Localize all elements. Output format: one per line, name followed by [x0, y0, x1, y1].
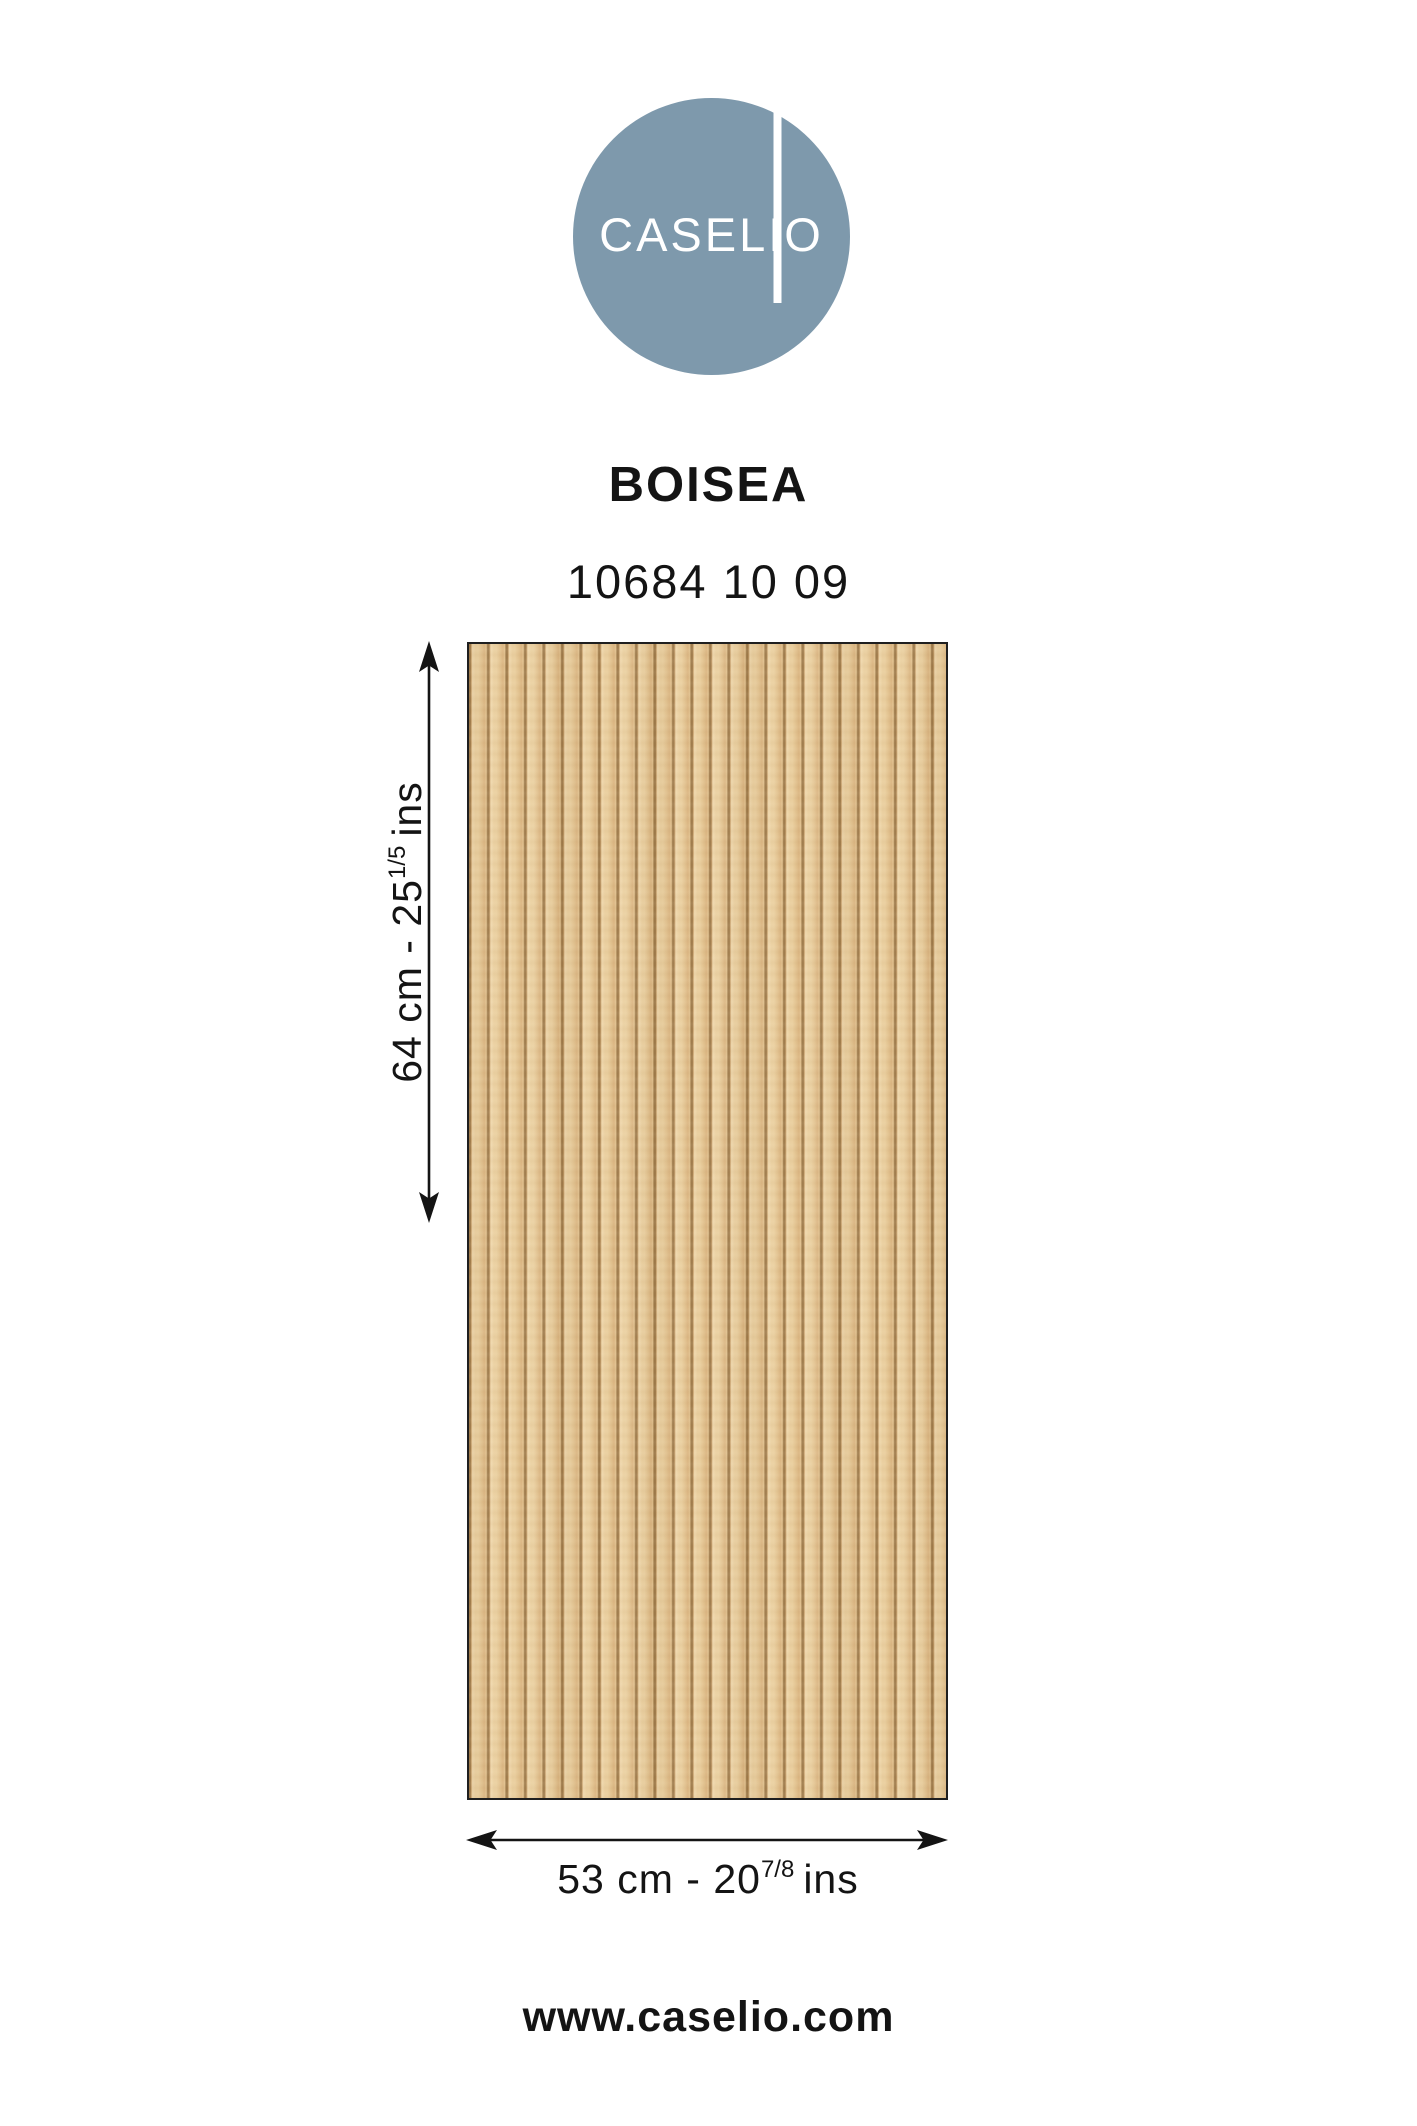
logo-wordmark: CASELIO	[599, 208, 824, 261]
logo-i-bar-icon	[773, 107, 782, 316]
width-arrow-icon	[466, 1830, 948, 1850]
height-value: 64 cm - 25	[384, 879, 430, 1083]
wallpaper-swatch	[467, 642, 948, 1800]
height-arrow-icon	[419, 641, 439, 1223]
website-url: www.caselio.com	[522, 1993, 895, 2041]
collection-name: BOISEA	[608, 458, 809, 512]
product-reference: 10684 10 09	[566, 555, 851, 608]
height-fraction: 1/5	[384, 845, 411, 880]
caselio-logo: CASELIO	[573, 98, 850, 375]
width-value: 53 cm - 20	[557, 1856, 761, 1902]
width-unit: ins	[803, 1856, 859, 1902]
width-fraction: 7/8	[760, 1856, 795, 1883]
height-unit: ins	[384, 781, 430, 837]
